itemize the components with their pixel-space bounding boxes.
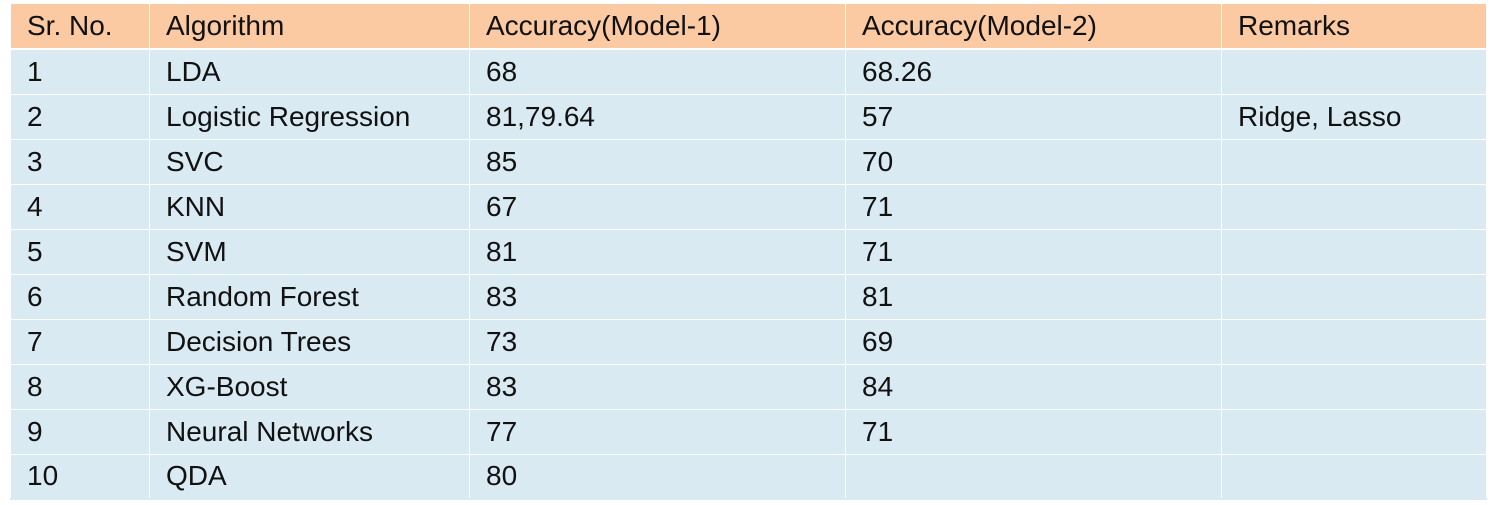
header-sr-no: Sr. No. (10, 4, 150, 50)
cell-accuracy-model-2: 57 (845, 93, 1222, 140)
cell-algorithm: Random Forest (149, 273, 470, 320)
cell-accuracy-model-1: 83 (469, 363, 846, 410)
cell-remarks (1221, 453, 1487, 500)
cell-accuracy-model-1: 80 (469, 453, 846, 500)
cell-accuracy-model-1: 81 (469, 228, 846, 275)
cell-remarks (1221, 183, 1487, 230)
cell-accuracy-model-2: 70 (845, 138, 1222, 185)
cell-sr-no: 10 (10, 453, 150, 500)
cell-algorithm: QDA (149, 453, 470, 500)
header-accuracy-model-2: Accuracy(Model-2) (845, 4, 1222, 50)
cell-sr-no: 4 (10, 183, 150, 230)
cell-remarks (1221, 408, 1487, 455)
table-row: 7 Decision Trees 73 69 (10, 318, 1487, 365)
results-table-container: Sr. No. Algorithm Accuracy(Model-1) Accu… (10, 4, 1487, 500)
cell-remarks (1221, 363, 1487, 410)
cell-algorithm: SVM (149, 228, 470, 275)
table-row: 1 LDA 68 68.26 (10, 48, 1487, 95)
cell-algorithm: SVC (149, 138, 470, 185)
cell-algorithm: Decision Trees (149, 318, 470, 365)
cell-accuracy-model-1: 81,79.64 (469, 93, 846, 140)
cell-remarks (1221, 138, 1487, 185)
cell-sr-no: 6 (10, 273, 150, 320)
cell-sr-no: 1 (10, 48, 150, 95)
table-header: Sr. No. Algorithm Accuracy(Model-1) Accu… (10, 4, 1487, 50)
cell-accuracy-model-2: 84 (845, 363, 1222, 410)
cell-accuracy-model-2: 69 (845, 318, 1222, 365)
cell-remarks (1221, 48, 1487, 95)
table-row: 9 Neural Networks 77 71 (10, 408, 1487, 455)
table-body: 1 LDA 68 68.26 2 Logistic Regression 81,… (10, 48, 1487, 500)
table-row: 8 XG-Boost 83 84 (10, 363, 1487, 410)
table-row: 3 SVC 85 70 (10, 138, 1487, 185)
cell-remarks (1221, 318, 1487, 365)
table-row: 2 Logistic Regression 81,79.64 57 Ridge,… (10, 93, 1487, 140)
cell-accuracy-model-2: 68.26 (845, 48, 1222, 95)
cell-remarks: Ridge, Lasso (1221, 93, 1487, 140)
cell-sr-no: 9 (10, 408, 150, 455)
cell-sr-no: 5 (10, 228, 150, 275)
cell-algorithm: KNN (149, 183, 470, 230)
cell-accuracy-model-2: 71 (845, 228, 1222, 275)
cell-sr-no: 3 (10, 138, 150, 185)
cell-sr-no: 2 (10, 93, 150, 140)
cell-accuracy-model-1: 68 (469, 48, 846, 95)
cell-accuracy-model-2: 71 (845, 183, 1222, 230)
cell-accuracy-model-1: 77 (469, 408, 846, 455)
table-row: 5 SVM 81 71 (10, 228, 1487, 275)
header-algorithm: Algorithm (149, 4, 470, 50)
cell-accuracy-model-1: 73 (469, 318, 846, 365)
cell-algorithm: XG-Boost (149, 363, 470, 410)
cell-accuracy-model-2: 81 (845, 273, 1222, 320)
header-row: Sr. No. Algorithm Accuracy(Model-1) Accu… (10, 4, 1487, 50)
cell-remarks (1221, 228, 1487, 275)
cell-algorithm: Logistic Regression (149, 93, 470, 140)
cell-accuracy-model-1: 83 (469, 273, 846, 320)
header-accuracy-model-1: Accuracy(Model-1) (469, 4, 846, 50)
cell-remarks (1221, 273, 1487, 320)
cell-algorithm: Neural Networks (149, 408, 470, 455)
cell-accuracy-model-1: 85 (469, 138, 846, 185)
header-remarks: Remarks (1221, 4, 1487, 50)
cell-accuracy-model-2: 71 (845, 408, 1222, 455)
cell-accuracy-model-2 (845, 453, 1222, 500)
cell-sr-no: 8 (10, 363, 150, 410)
cell-accuracy-model-1: 67 (469, 183, 846, 230)
cell-sr-no: 7 (10, 318, 150, 365)
table-row: 10 QDA 80 (10, 453, 1487, 500)
table-row: 4 KNN 67 71 (10, 183, 1487, 230)
table-row: 6 Random Forest 83 81 (10, 273, 1487, 320)
accuracy-comparison-table: Sr. No. Algorithm Accuracy(Model-1) Accu… (10, 4, 1487, 500)
cell-algorithm: LDA (149, 48, 470, 95)
